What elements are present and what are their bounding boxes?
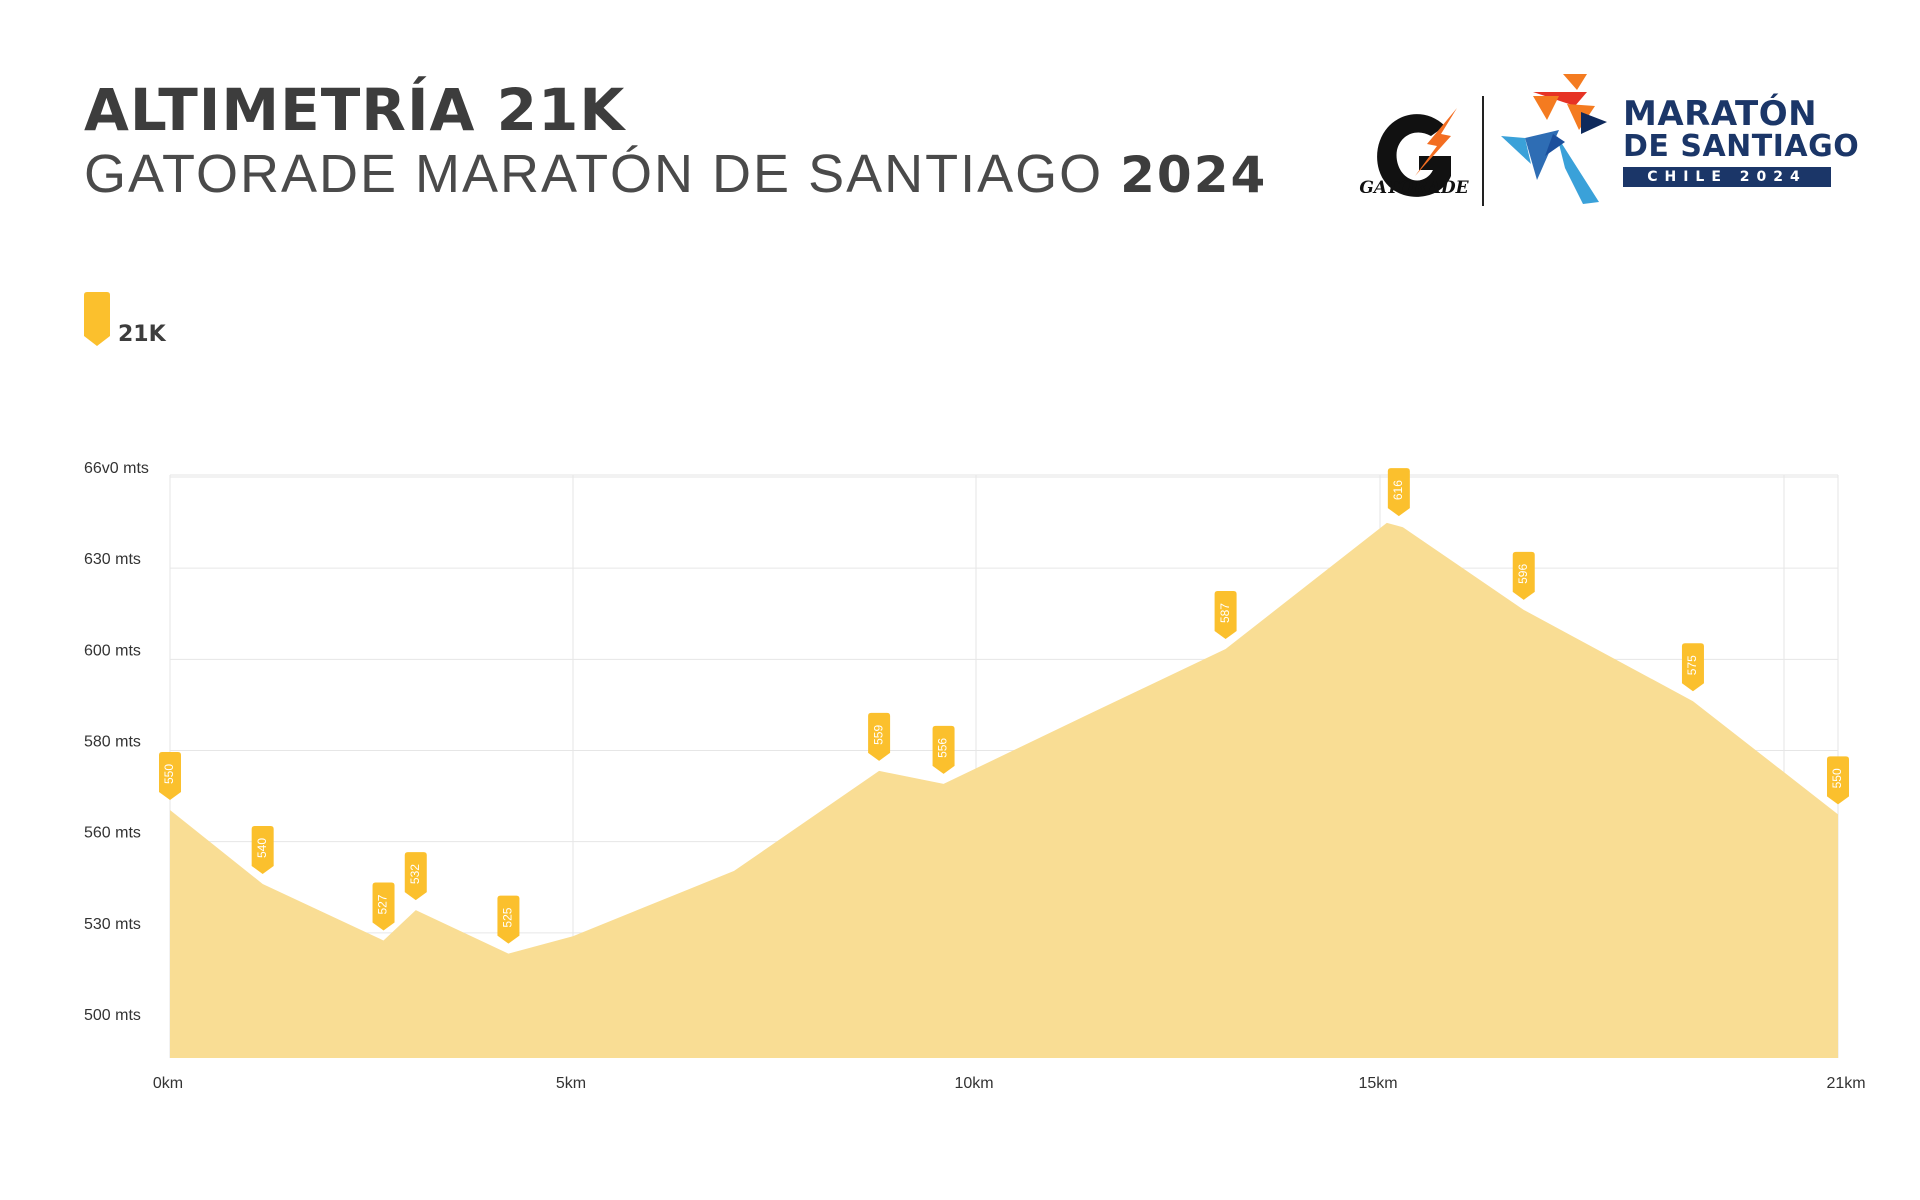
pin-marker-icon — [159, 752, 181, 801]
page-subtitle: GATORADE MARATÓN DE SANTIAGO 2024 — [84, 142, 1267, 207]
legend-label: 21K — [118, 322, 166, 347]
pin-marker-icon — [1512, 551, 1535, 600]
pin-marker-icon — [1214, 591, 1237, 640]
x-tick-label: 10km — [954, 1075, 993, 1092]
pin-marker-icon — [1387, 468, 1410, 517]
pin-marker-icon — [372, 882, 395, 931]
pin-label: 587 — [1218, 603, 1232, 623]
pin-label: 527 — [376, 894, 390, 914]
pin-label: 616 — [1391, 480, 1405, 500]
y-tick-label: 66v0 mts — [84, 460, 149, 477]
logo-divider — [1482, 96, 1484, 206]
y-tick-label: 580 mts — [84, 734, 141, 751]
pin-label: 532 — [408, 864, 422, 884]
elevation-pin: 616 — [1387, 468, 1410, 517]
elevation-pin: 540 — [251, 825, 274, 874]
gatorade-g-bolt-logo — [1377, 108, 1457, 197]
pin-marker-icon — [932, 725, 955, 774]
pin-label: 550 — [162, 764, 176, 784]
pin-label: 550 — [1830, 768, 1844, 788]
marathon-line-1: MARATÓN — [1623, 94, 1818, 134]
pin-label: 575 — [1685, 655, 1699, 675]
pin-layer: 550 540 527 532 525 559 556 587 616 596 575 550 — [159, 468, 1849, 944]
x-tick-label: 15km — [1358, 1075, 1397, 1092]
elevation-pin: 525 — [497, 895, 520, 944]
elevation-pin: 556 — [932, 725, 955, 774]
x-tick-label: 5km — [556, 1075, 586, 1092]
legend-marker-icon — [84, 292, 110, 346]
pin-label: 540 — [255, 838, 269, 858]
marathon-wordmark: MARATÓN DE SANTIAGO CHILE 2024 — [1623, 94, 1860, 187]
marathon-line-3: CHILE 2024 — [1623, 167, 1831, 187]
subtitle-text: GATORADE MARATÓN DE SANTIAGO — [84, 144, 1104, 204]
elevation-pin: 559 — [868, 712, 891, 761]
area-layer — [170, 522, 1838, 1058]
pin-label: 556 — [936, 738, 950, 758]
elevation-area — [170, 522, 1838, 1058]
elevation-pin: 587 — [1214, 591, 1237, 640]
y-tick-label: 500 mts — [84, 1007, 141, 1024]
pin-marker-icon — [868, 712, 891, 761]
pin-marker-icon — [1827, 756, 1849, 805]
x-tick-label: 0km — [153, 1075, 183, 1092]
elevation-pin: 575 — [1681, 643, 1704, 692]
y-tick-label: 600 mts — [84, 642, 141, 659]
elevation-pin: 596 — [1512, 551, 1535, 600]
gatorade-wordmark: GATORADE — [1359, 178, 1469, 198]
pin-label: 525 — [501, 907, 515, 927]
elevation-pin: 550 — [159, 752, 181, 801]
x-tick-label: 21km — [1826, 1075, 1865, 1092]
page-title: ALTIMETRÍA 21K — [84, 76, 626, 144]
marathon-runner-figure-logo — [1501, 74, 1607, 204]
pin-marker-icon — [251, 825, 274, 874]
marathon-line-2: DE SANTIAGO — [1623, 129, 1860, 164]
elevation-pin: 550 — [1827, 756, 1849, 805]
y-tick-label: 530 mts — [84, 916, 141, 933]
elevation-pin: 532 — [404, 852, 427, 901]
sponsor-logos: GATORADE MARATÓN DE SANTIAGO CHILE 2024 — [1355, 72, 1860, 212]
y-tick-label: 630 mts — [84, 551, 141, 568]
pin-marker-icon — [404, 852, 427, 901]
pin-label: 596 — [1516, 564, 1530, 584]
elevation-pin: 527 — [372, 882, 395, 931]
y-tick-label: 560 mts — [84, 825, 141, 842]
pin-label: 559 — [871, 725, 885, 745]
subtitle-year: 2024 — [1120, 146, 1268, 204]
title-block: ALTIMETRÍA 21K GATORADE MARATÓN DE SANTI… — [84, 78, 1267, 207]
axis-layer: 500 mts 530 mts 560 mts 580 mts 600 mts 630 m… — [84, 460, 1866, 1092]
pin-marker-icon — [497, 895, 520, 944]
pin-marker-icon — [1681, 643, 1704, 692]
